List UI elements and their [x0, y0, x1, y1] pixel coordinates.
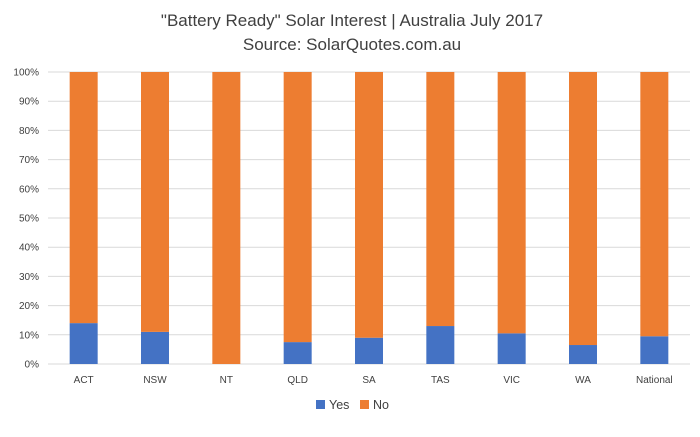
bar-yes-act — [69, 323, 98, 364]
bar-yes-national — [640, 336, 669, 364]
bar-yes-vic — [497, 333, 526, 364]
y-tick-label: 20% — [19, 301, 39, 312]
x-axis-ticks: ACT NSW NT QLD SA TAS VIC WA National — [74, 375, 673, 386]
legend: Yes No — [316, 398, 389, 412]
x-tick-label: QLD — [287, 375, 308, 386]
bar-no-tas — [426, 72, 455, 327]
y-tick-label: 100% — [13, 68, 39, 79]
chart-title: "Battery Ready" Solar Interest | Austral… — [161, 11, 543, 30]
bar-no-nsw — [141, 72, 169, 332]
bars — [69, 72, 669, 364]
legend-swatch-yes — [316, 400, 325, 409]
y-tick-label: 80% — [19, 126, 39, 137]
bar-no-wa — [569, 72, 597, 346]
legend-label-no: No — [373, 398, 389, 412]
bar-no-act — [69, 72, 98, 324]
x-tick-label: TAS — [431, 375, 450, 386]
bar-no-vic — [497, 72, 526, 334]
y-tick-label: 70% — [19, 155, 39, 166]
x-tick-label: NT — [220, 375, 233, 386]
chart-subtitle: Source: SolarQuotes.com.au — [243, 35, 461, 54]
x-tick-label: National — [636, 375, 673, 386]
bar-yes-qld — [283, 342, 312, 364]
x-tick-label: SA — [362, 375, 376, 386]
x-tick-label: ACT — [74, 375, 94, 386]
y-axis-ticks: 0% 10% 20% 30% 40% 50% 60% 70% 80% 90% 100% — [13, 68, 39, 371]
bar-no-qld — [283, 72, 312, 343]
bar-no-sa — [355, 72, 383, 338]
y-tick-label: 90% — [19, 97, 39, 108]
bar-no-national — [640, 72, 669, 337]
bar-yes-tas — [426, 326, 455, 364]
bar-yes-sa — [355, 337, 383, 364]
y-tick-label: 40% — [19, 243, 39, 254]
y-tick-label: 50% — [19, 214, 39, 225]
x-tick-label: VIC — [503, 375, 520, 386]
x-tick-label: WA — [575, 375, 591, 386]
bar-yes-nsw — [141, 331, 169, 364]
y-tick-label: 10% — [19, 330, 39, 341]
legend-swatch-no — [360, 400, 369, 409]
bar-no-nt — [212, 72, 241, 364]
bar-yes-wa — [569, 345, 597, 364]
y-tick-label: 0% — [25, 360, 40, 371]
x-tick-label: NSW — [143, 375, 167, 386]
legend-label-yes: Yes — [329, 398, 349, 412]
y-tick-label: 60% — [19, 184, 39, 195]
y-tick-label: 30% — [19, 272, 39, 283]
